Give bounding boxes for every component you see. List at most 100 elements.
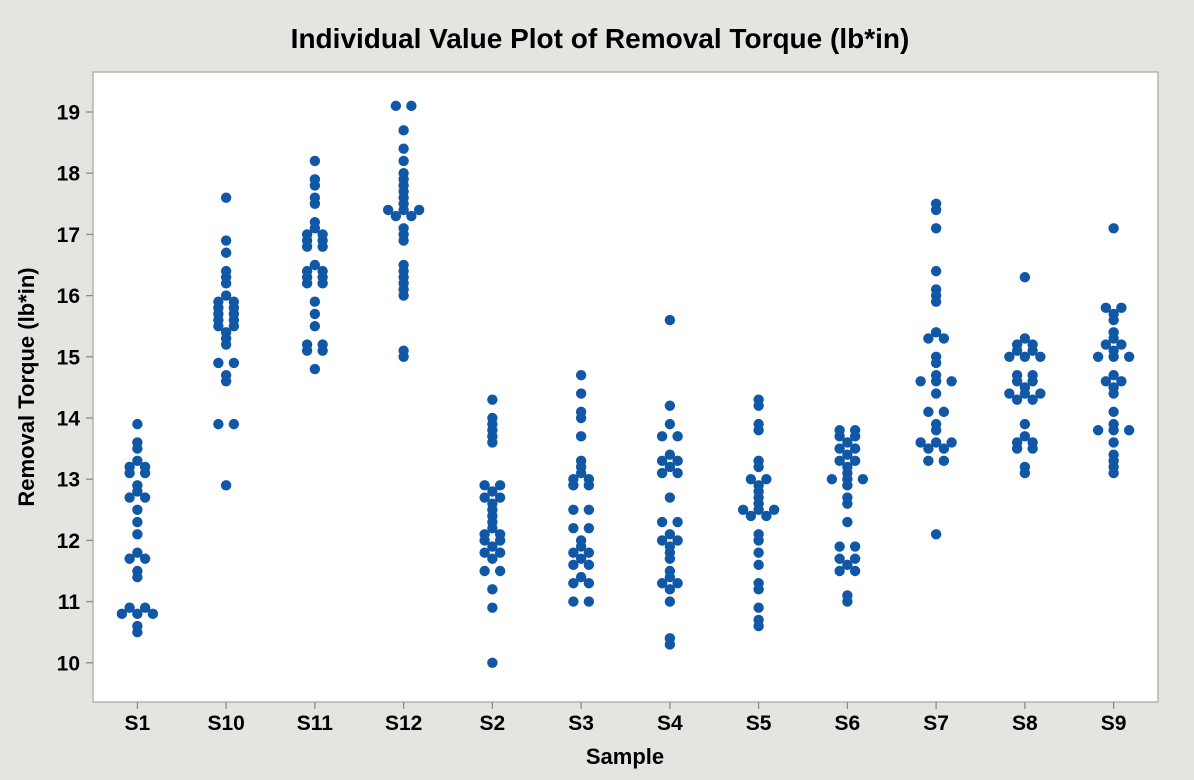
data-point	[1011, 376, 1023, 387]
data-point	[1108, 223, 1119, 234]
data-point	[487, 657, 498, 668]
data-point	[139, 492, 151, 503]
data-point	[583, 522, 595, 534]
data-point	[487, 584, 498, 595]
data-point	[930, 388, 942, 399]
data-point	[664, 461, 676, 473]
data-point	[1116, 376, 1127, 387]
data-point	[132, 443, 143, 454]
data-point	[132, 529, 143, 540]
data-point	[309, 198, 321, 209]
data-point	[946, 437, 957, 448]
x-tick-label: S5	[746, 712, 772, 735]
data-point	[826, 474, 838, 485]
data-point	[923, 455, 934, 467]
data-point	[849, 443, 861, 454]
data-point	[139, 467, 151, 479]
data-point	[834, 553, 845, 564]
data-point	[745, 474, 757, 485]
data-point	[575, 406, 587, 418]
data-point	[583, 547, 595, 558]
data-point	[923, 333, 934, 344]
data-point	[494, 565, 506, 577]
data-point	[575, 467, 587, 479]
data-point	[1035, 351, 1046, 362]
data-point	[309, 223, 321, 234]
data-point	[1100, 302, 1112, 314]
x-tick-label: S4	[657, 712, 683, 735]
data-point	[753, 559, 764, 571]
data-point	[938, 443, 950, 454]
data-point	[930, 265, 942, 277]
data-point	[301, 241, 313, 252]
data-point	[487, 394, 498, 405]
data-point	[301, 278, 313, 289]
data-point	[1108, 467, 1119, 479]
data-point	[834, 431, 845, 442]
x-tick-label: S12	[385, 712, 422, 735]
data-point	[1019, 418, 1031, 430]
data-point	[1108, 369, 1119, 381]
data-point	[664, 449, 676, 460]
data-point	[309, 296, 321, 307]
data-point	[849, 565, 861, 577]
data-point	[834, 541, 845, 552]
x-tick-label: S7	[923, 712, 949, 735]
data-point	[132, 608, 143, 620]
data-point	[656, 578, 668, 589]
data-point	[301, 345, 313, 356]
y-tick-label: 10	[57, 652, 80, 675]
data-point	[406, 210, 417, 222]
data-point	[132, 571, 143, 583]
data-point	[842, 516, 853, 528]
data-point	[479, 480, 490, 491]
data-point	[575, 553, 587, 564]
data-point	[398, 345, 409, 356]
data-point	[220, 376, 232, 387]
data-point	[672, 467, 683, 479]
data-point	[930, 327, 942, 338]
data-point	[479, 492, 490, 503]
data-point	[849, 541, 861, 552]
data-point	[1019, 467, 1031, 479]
data-point	[398, 155, 409, 167]
data-point	[672, 535, 683, 546]
data-point	[228, 321, 240, 332]
data-point	[406, 100, 417, 112]
data-point	[568, 559, 579, 571]
data-point	[672, 578, 683, 589]
data-point	[915, 376, 926, 387]
y-tick-label: 18	[57, 163, 81, 186]
data-point	[753, 584, 764, 595]
data-point	[842, 498, 853, 509]
data-point	[583, 596, 595, 607]
data-point	[317, 241, 328, 252]
data-point	[842, 467, 853, 479]
data-point	[479, 529, 490, 540]
data-point	[930, 425, 942, 436]
data-point	[1100, 376, 1112, 387]
data-point	[220, 247, 232, 258]
data-point	[213, 357, 224, 369]
y-tick-label: 14	[57, 408, 81, 431]
data-point	[753, 529, 764, 540]
data-point	[220, 278, 232, 289]
data-point	[1116, 302, 1127, 314]
data-point	[213, 321, 224, 332]
y-tick-label: 17	[57, 224, 80, 247]
data-point	[317, 345, 328, 356]
x-axis: S1 S10 S11 S12 S2 S3 S4 S5 S6 S7 S8 S9	[125, 702, 1126, 735]
data-point	[139, 553, 151, 564]
data-point	[220, 290, 232, 301]
data-point	[842, 559, 853, 571]
data-point	[575, 369, 587, 381]
data-point	[132, 504, 143, 515]
data-point	[761, 474, 772, 485]
data-point	[1027, 394, 1038, 405]
y-tick-label: 11	[58, 591, 81, 614]
x-axis-title: Sample	[586, 744, 664, 769]
data-point	[1027, 443, 1038, 454]
data-point	[116, 608, 128, 620]
